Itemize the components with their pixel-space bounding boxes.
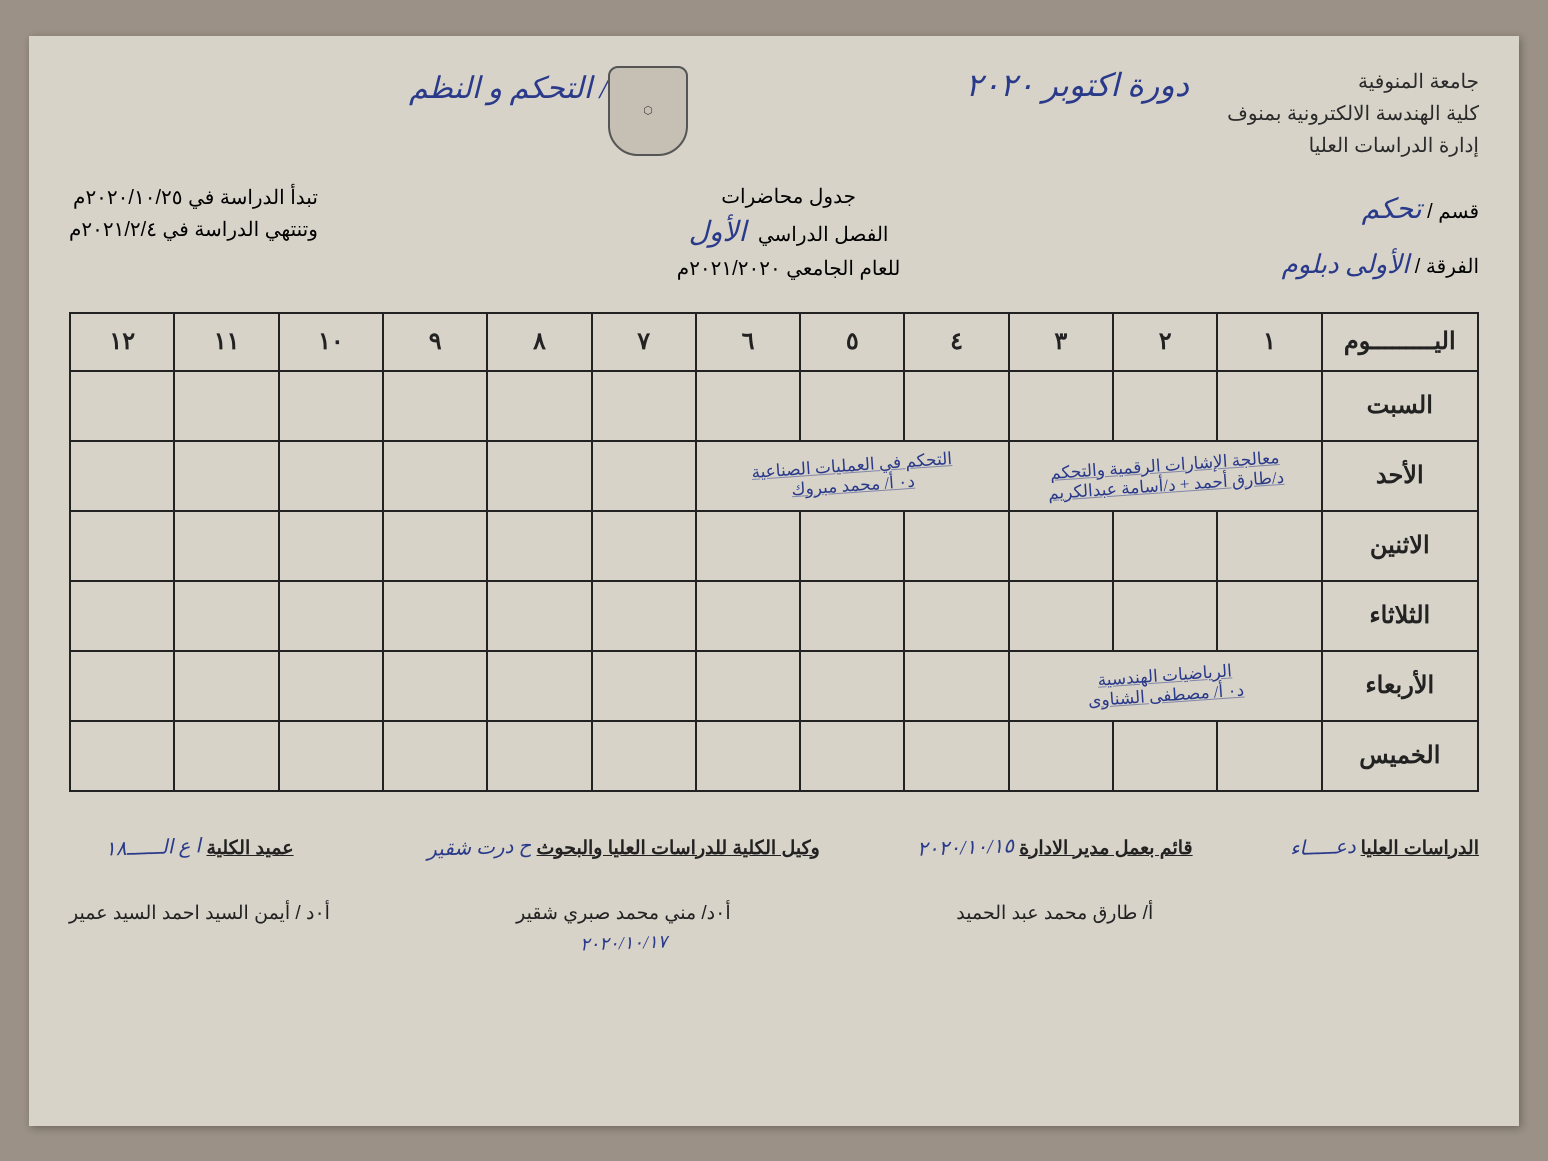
day-thu: الخميس — [1322, 721, 1478, 791]
day-mon: الاثنين — [1322, 511, 1478, 581]
cell-sun-1-3: معالجة الإشارات الرقمية والتحكمد/طارق أح… — [1009, 441, 1322, 511]
sig-block-3: وكيل الكلية للدراسات العليا والبحوث ح در… — [427, 827, 820, 960]
dates-block: تبدأ الدراسة في ٢٠٢٠/١٠/٢٥م وتنتهي الدرا… — [69, 182, 318, 292]
table-title-2: الفصل الدراسي — [758, 224, 889, 246]
signature-footer: الدراسات العليا دعـــــاء قائم بعمل مدير… — [69, 827, 1479, 960]
year-value: الأولى دبلوم — [1259, 239, 1409, 292]
end-label: وتنتهي الدراسة في — [163, 219, 318, 241]
header-institution: جامعة المنوفية كلية الهندسة الالكترونية … — [1227, 66, 1479, 162]
day-header: اليـــــــــوم — [1322, 313, 1478, 371]
period-10: ١٠ — [279, 313, 383, 371]
end-date: ٢٠٢١/٢/٤م — [69, 219, 157, 241]
day-wed: الأربعاء — [1322, 651, 1478, 721]
administration-name: إدارة الدراسات العليا — [1227, 130, 1479, 162]
sig4-sign: ا ع الــــــ١٨ — [105, 830, 202, 863]
row-monday: الاثنين — [70, 511, 1478, 581]
schedule-table: اليـــــــــوم ١ ٢ ٣ ٤ ٥ ٦ ٧ ٨ ٩ ١٠ ١١ ١… — [69, 312, 1479, 792]
table-title-1: جدول محاضرات — [677, 182, 901, 212]
sig-block-4: عميد الكلية ا ع الــــــ١٨ أ٠د / أيمن ال… — [69, 827, 330, 960]
university-name: جامعة المنوفية — [1227, 66, 1479, 98]
start-date: ٢٠٢٠/١٠/٢٥م — [73, 187, 182, 209]
sunday-entry-b: التحكم في العمليات الصناعيةد٠ أ/ محمد مب… — [697, 443, 1008, 508]
academic-year-label: للعام الجامعي — [786, 258, 900, 280]
row-wednesday: الأربعاء الرياضيات الهندسيةد٠ أ/ مصطفى ا… — [70, 651, 1478, 721]
row-tuesday: الثلاثاء — [70, 581, 1478, 651]
day-tue: الثلاثاء — [1322, 581, 1478, 651]
academic-year-value: ٢٠٢١/٢٠٢٠م — [677, 258, 781, 280]
start-label: تبدأ الدراسة في — [188, 187, 318, 209]
sig3-title: وكيل الكلية للدراسات العليا والبحوث — [537, 838, 820, 859]
period-4: ٤ — [904, 313, 1008, 371]
period-9: ٩ — [383, 313, 487, 371]
dept-label: قسم / — [1427, 201, 1479, 223]
header-row: جامعة المنوفية كلية الهندسة الالكترونية … — [69, 66, 1479, 162]
dept-value: تحكم — [1272, 182, 1422, 239]
sig4-name: أ٠د / أيمن السيد احمد السيد عمير — [69, 899, 330, 929]
row-thursday: الخميس — [70, 721, 1478, 791]
semester-value: الأول — [689, 217, 747, 248]
sig3-date: ٢٠٢٠/١٠/١٧ — [579, 928, 667, 960]
sig-block-2: قائم بعمل مدير الادارة ٢٠٢٠/١٠/١٥ أ/ طار… — [917, 827, 1193, 960]
sig3-name: أ٠د/ مني محمد صبري شقير — [427, 899, 820, 929]
table-title-block: جدول محاضرات الفصل الدراسي الأول للعام ا… — [677, 182, 901, 292]
table-header-row: اليـــــــــوم ١ ٢ ٣ ٤ ٥ ٦ ٧ ٨ ٩ ١٠ ١١ ١… — [70, 313, 1478, 371]
sig-block-1: الدراسات العليا دعـــــاء — [1290, 827, 1479, 960]
university-logo: ⬡ — [608, 66, 688, 156]
year-label: الفرقة / — [1415, 256, 1479, 278]
period-12: ١٢ — [70, 313, 174, 371]
period-11: ١١ — [174, 313, 278, 371]
dept-year-block: قسم / تحكم الفرقة / الأولى دبلوم — [1259, 182, 1479, 292]
sig1-sign: دعـــــاء — [1289, 830, 1356, 862]
cell-wed-1-3: الرياضيات الهندسيةد٠ أ/ مصطفى الشناوى — [1009, 651, 1322, 721]
sig3-sign: ح درت شقير — [426, 830, 531, 864]
mid-header: قسم / تحكم الفرقة / الأولى دبلوم جدول مح… — [69, 182, 1479, 292]
sig2-sign: ٢٠٢٠/١٠/١٥ — [916, 830, 1014, 863]
period-3: ٣ — [1009, 313, 1113, 371]
row-sunday: الأحد معالجة الإشارات الرقمية والتحكمد/ط… — [70, 441, 1478, 511]
faculty-name: كلية الهندسة الالكترونية بمنوف — [1227, 98, 1479, 130]
day-sun: الأحد — [1322, 441, 1478, 511]
cell-sun-4-6: التحكم في العمليات الصناعيةد٠ أ/ محمد مب… — [696, 441, 1009, 511]
sig2-title: قائم بعمل مدير الادارة — [1019, 838, 1192, 859]
sig2-name: أ/ طارق محمد عبد الحميد — [917, 899, 1193, 929]
sig4-title: عميد الكلية — [206, 838, 293, 859]
header-logo-area: ⬡ — [69, 66, 1227, 156]
period-5: ٥ — [800, 313, 904, 371]
sig1-title: الدراسات العليا — [1361, 838, 1479, 859]
period-1: ١ — [1217, 313, 1321, 371]
row-saturday: السبت — [70, 371, 1478, 441]
period-7: ٧ — [592, 313, 696, 371]
period-8: ٨ — [487, 313, 591, 371]
wednesday-entry: الرياضيات الهندسيةد٠ أ/ مصطفى الشناوى — [1010, 653, 1321, 718]
sunday-entry-a: معالجة الإشارات الرقمية والتحكمد/طارق أح… — [1010, 443, 1321, 508]
document-page: { "header": { "university": "جامعة المنو… — [29, 36, 1519, 1126]
period-2: ٢ — [1113, 313, 1217, 371]
day-sat: السبت — [1322, 371, 1478, 441]
period-6: ٦ — [696, 313, 800, 371]
